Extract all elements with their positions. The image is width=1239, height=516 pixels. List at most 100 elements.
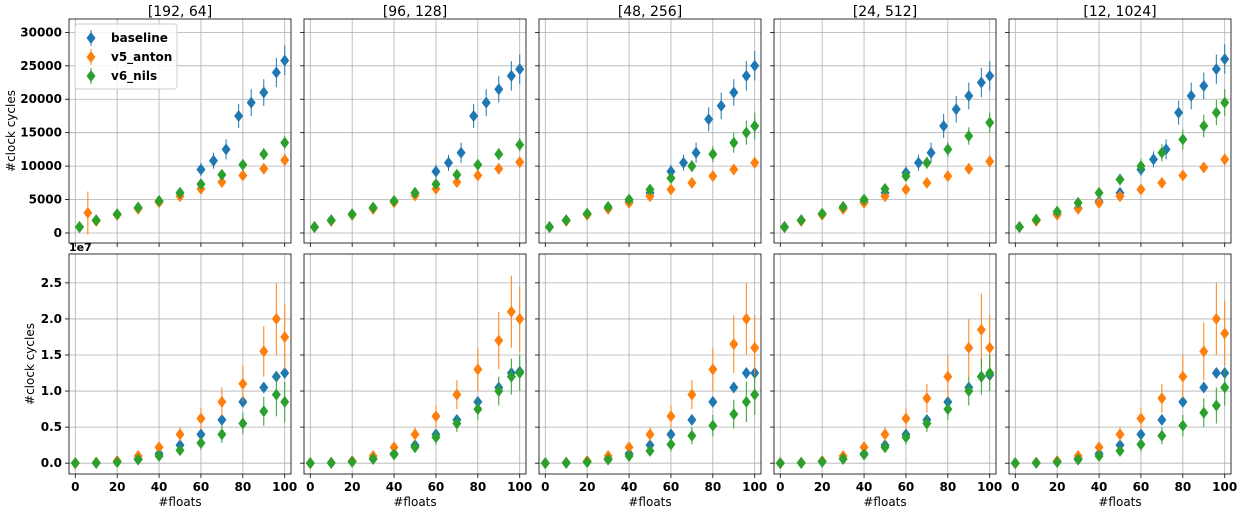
- axes-frame: [773, 18, 997, 244]
- marker-v6_nils: [741, 126, 751, 139]
- marker-v6_nils: [561, 456, 571, 469]
- marker-v6_nils: [196, 436, 206, 449]
- marker-v5_anton: [943, 170, 953, 183]
- marker-baseline: [741, 69, 751, 82]
- axes-frame: [538, 253, 762, 475]
- marker-v5_anton: [666, 183, 676, 196]
- tick-label-x: 60: [193, 480, 210, 494]
- marker-baseline: [964, 89, 974, 102]
- marker-v6_nils: [259, 148, 269, 161]
- marker-baseline: [939, 119, 949, 132]
- tick-label-y: 0: [54, 226, 62, 240]
- marker-baseline: [976, 76, 986, 89]
- marker-baseline: [271, 66, 281, 79]
- series-group: [309, 54, 525, 233]
- tick-label-x: 60: [898, 480, 915, 494]
- marker-v6_nils: [859, 193, 869, 206]
- marker-v6_nils: [154, 194, 164, 207]
- marker-baseline: [469, 109, 479, 122]
- marker-v5_anton: [494, 162, 504, 175]
- tick-label-x: 40: [151, 480, 168, 494]
- legend-box: [74, 23, 178, 90]
- marker-baseline: [217, 413, 227, 426]
- marker-v5_anton: [729, 163, 739, 176]
- marker-v6_nils: [922, 156, 932, 169]
- panel-top-1: 0 5000 10000 15000 20000 25000 30000 [192, 64] #…: [4, 4, 292, 247]
- tick-label-x: 20: [344, 480, 361, 494]
- panel-title: [12, 1024]: [1083, 4, 1156, 20]
- marker-v6_nils: [645, 444, 655, 457]
- marker-v5_anton: [645, 190, 655, 203]
- marker-v5_anton: [506, 305, 516, 318]
- marker-v6_nils: [901, 431, 911, 444]
- marker-v5_anton: [196, 412, 206, 425]
- marker-baseline: [679, 156, 689, 169]
- tick-label-y: 1.5: [41, 348, 62, 362]
- marker-v5_anton: [985, 341, 995, 354]
- series-group: [305, 275, 525, 470]
- legend-marker-v6_nils: [86, 70, 96, 82]
- tick-label-x: 0: [541, 480, 549, 494]
- marker-v6_nils: [1073, 453, 1083, 466]
- marker-v6_nils: [133, 453, 143, 466]
- tick-label-x: 0: [776, 480, 784, 494]
- marker-v5_anton: [750, 156, 760, 169]
- marker-v5_anton: [1136, 412, 1146, 425]
- marker-v6_nils: [347, 455, 357, 468]
- marker-v6_nils: [838, 452, 848, 465]
- tick-label-x: 100: [977, 480, 1002, 494]
- marker-baseline: [926, 146, 936, 159]
- tick-label-x: 20: [109, 480, 126, 494]
- marker-v5_anton: [1178, 169, 1188, 182]
- marker-v5_anton: [238, 169, 248, 182]
- marker-v6_nils: [271, 388, 281, 401]
- marker-v6_nils: [280, 395, 290, 408]
- panel-title: [24, 512]: [853, 4, 917, 20]
- marker-baseline: [1178, 395, 1188, 408]
- marker-v6_nils: [431, 178, 441, 191]
- marker-baseline: [444, 156, 454, 169]
- marker-v6_nils: [175, 444, 185, 457]
- marker-v6_nils: [796, 214, 806, 227]
- marker-baseline: [431, 165, 441, 178]
- tick-label-y: 2.5: [41, 276, 62, 290]
- series-group: [544, 51, 760, 233]
- marker-v6_nils: [859, 448, 869, 461]
- axes-frame: [68, 253, 292, 475]
- marker-v5_anton: [389, 441, 399, 454]
- y-axis-label: #clock cycles: [23, 323, 37, 405]
- marker-v6_nils: [368, 452, 378, 465]
- marker-v6_nils: [133, 201, 143, 214]
- marker-v6_nils: [582, 456, 592, 469]
- marker-v5_anton: [280, 154, 290, 167]
- tick-label-y: 30000: [20, 25, 62, 39]
- marker-v5_anton: [964, 162, 974, 175]
- marker-v5_anton: [1115, 190, 1125, 203]
- marker-v6_nils: [729, 136, 739, 149]
- marker-v6_nils: [603, 200, 613, 213]
- marker-v5_anton: [901, 183, 911, 196]
- marker-baseline: [985, 69, 995, 82]
- marker-v6_nils: [217, 168, 227, 181]
- marker-v5_anton: [1157, 392, 1167, 405]
- marker-v6_nils: [259, 405, 269, 418]
- marker-v6_nils: [1052, 205, 1062, 218]
- marker-baseline: [1211, 367, 1221, 380]
- marker-v6_nils: [540, 457, 550, 470]
- series-group: [74, 45, 290, 235]
- marker-v6_nils: [91, 456, 101, 469]
- tick-label-x: 60: [1133, 480, 1150, 494]
- marker-v5_anton: [645, 428, 655, 441]
- marker-baseline: [246, 96, 256, 109]
- tick-label-x: 100: [507, 480, 532, 494]
- marker-baseline: [716, 99, 726, 112]
- marker-v5_anton: [217, 395, 227, 408]
- marker-v6_nils: [750, 388, 760, 401]
- marker-v6_nils: [196, 178, 206, 191]
- marker-v6_nils: [1094, 449, 1104, 462]
- series-group: [1014, 44, 1230, 233]
- tick-label-y: 25000: [20, 59, 62, 73]
- marker-baseline: [704, 113, 714, 126]
- series-group: [775, 293, 995, 470]
- marker-v6_nils: [1115, 173, 1125, 186]
